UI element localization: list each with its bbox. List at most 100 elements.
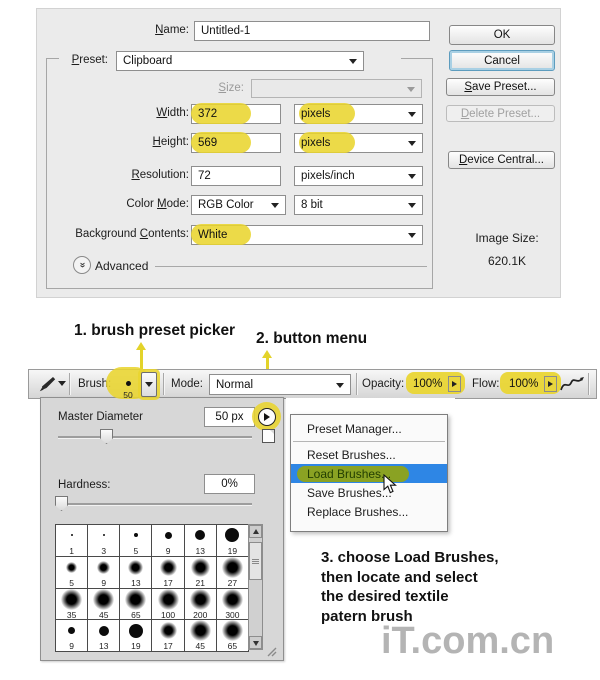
- triangle-up-icon: [252, 526, 259, 534]
- width-label: Width:: [156, 107, 189, 119]
- brush-preset-soft-13[interactable]: 13: [120, 556, 152, 588]
- brush-preset-hard-13[interactable]: 13: [88, 620, 120, 651]
- menu-separator: [293, 441, 445, 442]
- color-mode-value: RGB Color: [198, 199, 254, 211]
- hardness-slider-thumb[interactable]: [55, 496, 68, 511]
- resolution-unit-dropdown[interactable]: pixels/inch: [294, 166, 423, 186]
- brush-preset-hard-9[interactable]: 9: [56, 620, 88, 651]
- hardness-slider[interactable]: [58, 503, 252, 505]
- ok-button[interactable]: OK: [449, 25, 555, 45]
- opacity-highlight: [406, 372, 465, 394]
- step3-text-line: the desired textile: [321, 588, 449, 605]
- brush-picker-dropdown-button[interactable]: [141, 372, 157, 397]
- brush-size-label: 19: [131, 641, 141, 651]
- flow-value[interactable]: 100%: [509, 378, 539, 390]
- brush-preset-soft-9[interactable]: 9: [88, 556, 120, 588]
- brush-size-label: 27: [227, 577, 238, 588]
- advanced-expander-button[interactable]: »: [73, 256, 91, 274]
- brush-preset-soft-65[interactable]: 65: [120, 588, 152, 620]
- brush-dot: [56, 620, 87, 641]
- brush-preset-soft-300[interactable]: 300: [216, 588, 248, 620]
- master-diameter-slider-thumb[interactable]: [100, 429, 113, 444]
- bit-depth-dropdown[interactable]: 8 bit: [294, 195, 423, 215]
- brush-preview[interactable]: 50: [113, 373, 143, 400]
- annotation-line-1: [140, 349, 143, 375]
- brush-preset-hard-19[interactable]: 19: [120, 620, 152, 651]
- tool-preset-caret-icon[interactable]: [58, 381, 66, 390]
- brush-preset-hard-3[interactable]: 3: [88, 525, 120, 556]
- hard-dot-icon: [70, 534, 73, 537]
- brush-dot: [217, 556, 248, 578]
- width-input[interactable]: 372: [191, 103, 281, 124]
- triangle-right-icon: [548, 381, 556, 387]
- brush-preset-soft-100[interactable]: 100: [152, 588, 184, 620]
- hardness-input[interactable]: 0%: [204, 474, 255, 494]
- brush-dot: [185, 525, 216, 546]
- mode-dropdown[interactable]: Normal: [209, 374, 351, 395]
- opacity-value[interactable]: 100%: [413, 378, 443, 390]
- brush-grid-scrollbar[interactable]: [248, 524, 263, 650]
- opacity-slider-button[interactable]: [448, 376, 461, 392]
- menu-item-save-brushes[interactable]: Save Brushes...: [291, 483, 447, 502]
- flow-slider-button[interactable]: [544, 376, 557, 392]
- soft-dot-icon: [125, 588, 147, 610]
- scrollbar-thumb[interactable]: [249, 542, 262, 580]
- panel-menu-button[interactable]: [258, 408, 276, 426]
- brush-size-label: 300: [225, 609, 240, 620]
- brush-preset-hard-13[interactable]: 13: [184, 525, 216, 556]
- master-diameter-slider[interactable]: [58, 436, 252, 438]
- brush-preset-soft-45[interactable]: 45: [184, 620, 216, 651]
- brush-preset-soft-45[interactable]: 45: [88, 588, 120, 620]
- master-diameter-input[interactable]: 50 px: [204, 407, 255, 427]
- width-highlight: [191, 103, 251, 124]
- resolution-input[interactable]: 72: [191, 166, 281, 186]
- background-contents-dropdown[interactable]: White: [191, 224, 423, 245]
- scroll-down-button[interactable]: [249, 636, 262, 649]
- name-input[interactable]: Untitled-1: [194, 21, 430, 41]
- brush-preset-hard-5[interactable]: 5: [120, 525, 152, 556]
- width-unit-dropdown[interactable]: pixels: [294, 103, 423, 124]
- brush-preset-soft-200[interactable]: 200: [184, 588, 216, 620]
- cancel-button[interactable]: Cancel: [449, 50, 555, 71]
- height-input[interactable]: 569: [191, 132, 281, 153]
- new-preset-icon[interactable]: [262, 429, 275, 443]
- triangle-down-icon: [252, 640, 259, 649]
- soft-dot-icon: [189, 588, 211, 610]
- menu-item-load-brushes[interactable]: Load Brushes...: [291, 464, 447, 483]
- brush-dot: [217, 525, 248, 546]
- name-label: Name:: [155, 24, 189, 36]
- brush-size-label: 13: [99, 641, 109, 651]
- height-unit-dropdown[interactable]: pixels: [294, 132, 423, 153]
- flow-highlight: [500, 372, 561, 394]
- color-mode-dropdown[interactable]: RGB Color: [191, 195, 286, 215]
- width-unit-value: pixels: [301, 108, 331, 120]
- scroll-up-button[interactable]: [249, 525, 262, 538]
- brush-preset-soft-27[interactable]: 27: [216, 556, 248, 588]
- brush-size-label: 5: [133, 545, 139, 556]
- brush-preset-soft-5[interactable]: 5: [56, 556, 88, 588]
- brush-tool-icon[interactable]: [38, 375, 56, 393]
- brush-preset-soft-65[interactable]: 65: [216, 620, 248, 651]
- brush-preset-soft-21[interactable]: 21: [184, 556, 216, 588]
- brush-preview-dot: [125, 381, 131, 386]
- menu-item-reset-brushes[interactable]: Reset Brushes...: [291, 445, 447, 464]
- preset-dropdown[interactable]: Clipboard: [116, 51, 364, 71]
- airbrush-icon[interactable]: [559, 374, 585, 394]
- brush-preset-hard-1[interactable]: 1: [56, 525, 88, 556]
- resize-grip-icon[interactable]: [266, 646, 277, 657]
- menu-item-replace-brushes[interactable]: Replace Brushes...: [291, 502, 447, 521]
- bar-separator: [163, 373, 164, 395]
- brush-preset-soft-17[interactable]: 17: [152, 556, 184, 588]
- brush-preset-hard-9[interactable]: 9: [152, 525, 184, 556]
- brush-preset-soft-35[interactable]: 35: [56, 588, 88, 620]
- brush-dot: [56, 588, 87, 610]
- bar-separator: [588, 373, 589, 395]
- brush-preset-hard-19[interactable]: 19: [216, 525, 248, 556]
- brush-size-label: 17: [163, 577, 173, 588]
- brush-preset-soft-17[interactable]: 17: [152, 620, 184, 651]
- menu-item-preset-manager[interactable]: Preset Manager...: [291, 419, 447, 438]
- triangle-right-icon: [264, 413, 274, 421]
